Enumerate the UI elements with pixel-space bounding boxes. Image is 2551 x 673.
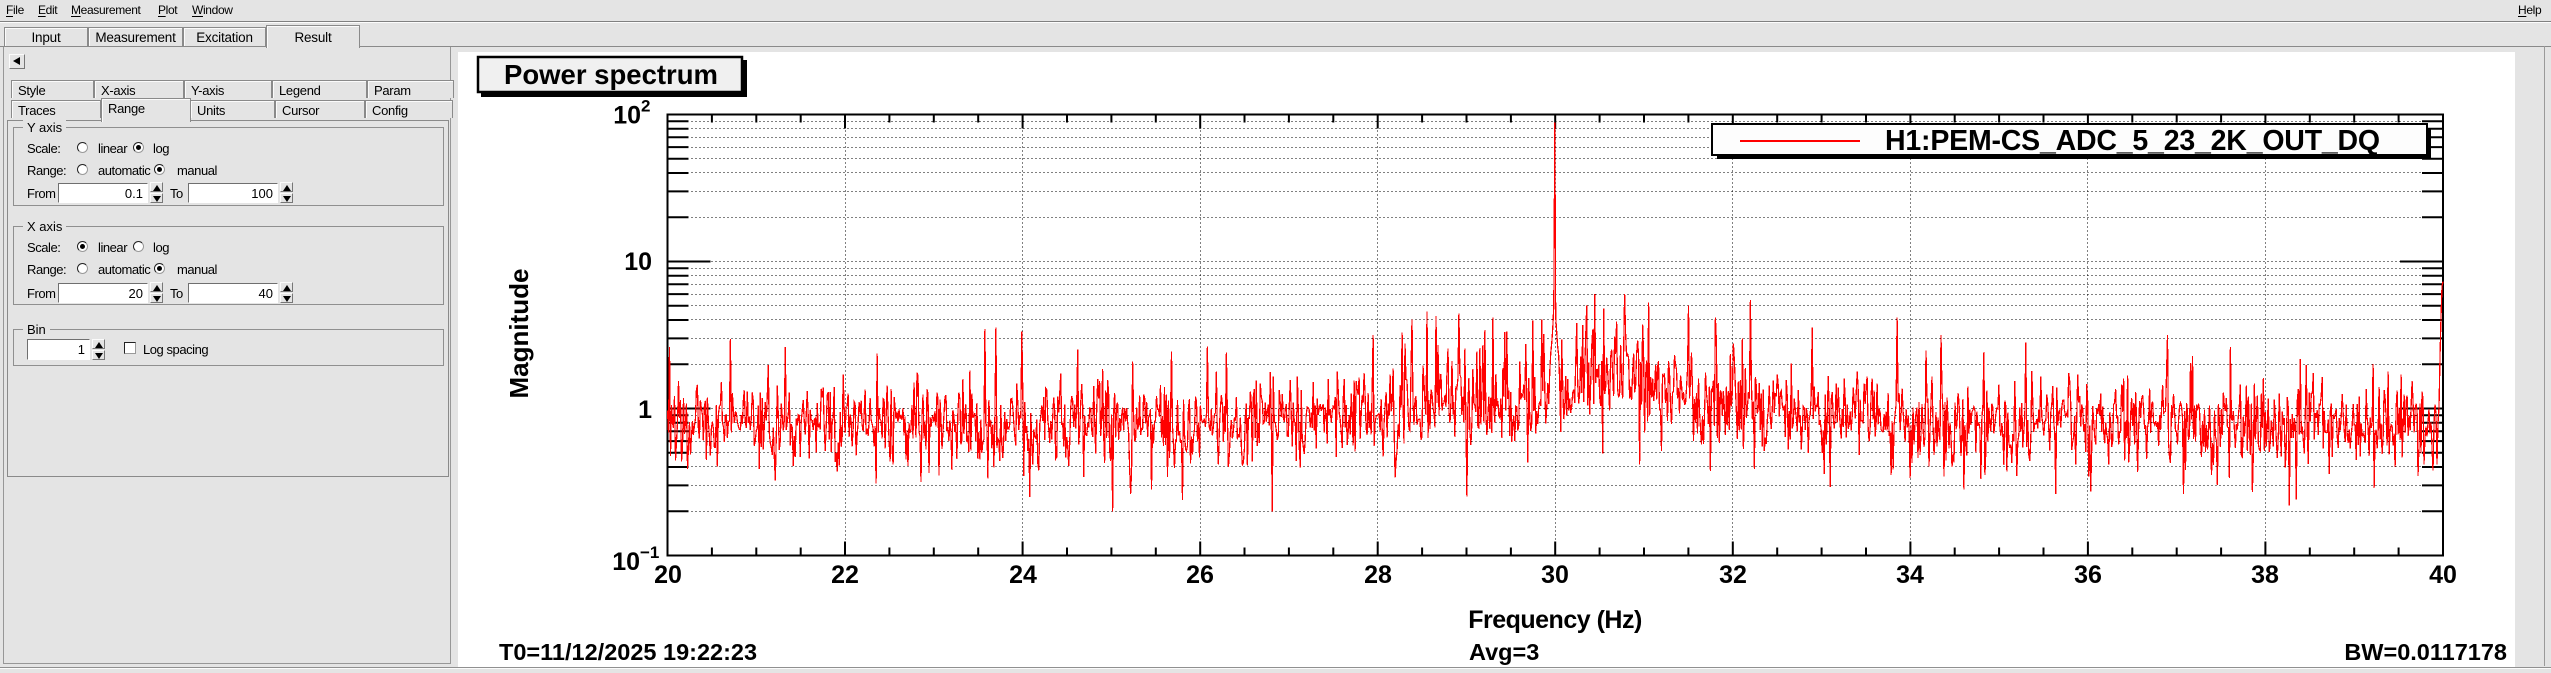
svg-text:22: 22 <box>831 561 859 589</box>
svg-text:2: 2 <box>641 97 650 116</box>
svg-text:Magnitude: Magnitude <box>504 269 534 399</box>
svg-text:10: 10 <box>624 248 652 276</box>
svg-text:24: 24 <box>1009 561 1037 589</box>
svg-text:BW=0.0117178: BW=0.0117178 <box>2344 639 2507 665</box>
svg-text:20: 20 <box>654 561 682 589</box>
svg-text:32: 32 <box>1719 561 1747 589</box>
svg-text:10: 10 <box>613 102 641 130</box>
svg-text:1: 1 <box>638 396 652 424</box>
svg-text:H1:PEM-CS_ADC_5_23_2K_OUT_DQ: H1:PEM-CS_ADC_5_23_2K_OUT_DQ <box>1885 125 2380 157</box>
svg-text:36: 36 <box>2074 561 2102 589</box>
svg-text:28: 28 <box>1364 561 1392 589</box>
svg-text:10: 10 <box>612 548 640 576</box>
svg-text:T0=11/12/2025 19:22:23: T0=11/12/2025 19:22:23 <box>499 639 757 665</box>
svg-text:−1: −1 <box>640 543 659 562</box>
svg-text:38: 38 <box>2251 561 2279 589</box>
svg-text:30: 30 <box>1541 561 1569 589</box>
svg-text:26: 26 <box>1186 561 1214 589</box>
svg-text:Avg=3: Avg=3 <box>1469 639 1539 665</box>
svg-text:Frequency (Hz): Frequency (Hz) <box>1468 606 1642 634</box>
svg-text:40: 40 <box>2429 561 2457 589</box>
svg-text:34: 34 <box>1896 561 1924 589</box>
svg-text:Power spectrum: Power spectrum <box>504 59 718 90</box>
